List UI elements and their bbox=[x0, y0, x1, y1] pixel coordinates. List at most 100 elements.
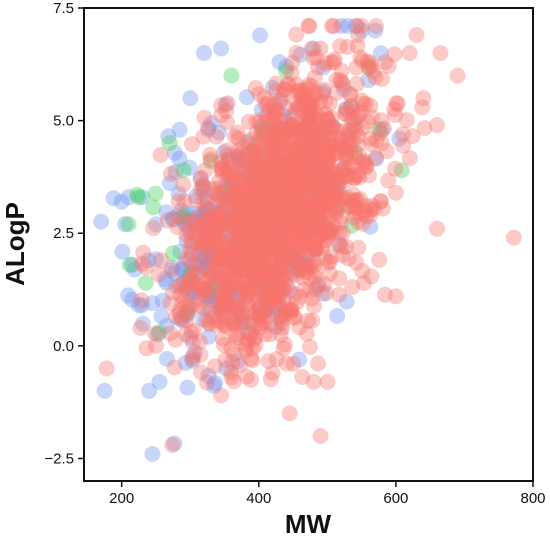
data-point bbox=[349, 192, 366, 209]
data-point bbox=[211, 250, 228, 267]
data-point bbox=[291, 245, 308, 262]
data-point bbox=[228, 291, 245, 308]
data-point bbox=[245, 151, 261, 168]
data-point bbox=[198, 214, 215, 231]
data-point bbox=[268, 237, 285, 254]
data-point bbox=[214, 202, 231, 219]
data-point bbox=[252, 192, 269, 209]
data-point bbox=[215, 183, 232, 200]
data-point bbox=[354, 119, 371, 136]
data-point bbox=[224, 175, 241, 192]
data-point bbox=[317, 250, 334, 267]
data-point bbox=[185, 284, 202, 301]
data-point bbox=[296, 156, 313, 173]
data-point bbox=[184, 334, 201, 351]
data-point bbox=[259, 286, 276, 303]
data-point bbox=[339, 189, 356, 206]
data-point bbox=[235, 160, 252, 177]
data-point bbox=[234, 159, 251, 176]
data-point bbox=[505, 229, 522, 246]
data-point bbox=[272, 241, 289, 258]
data-point bbox=[273, 198, 290, 215]
data-point bbox=[267, 152, 284, 169]
data-point bbox=[199, 374, 215, 391]
data-point bbox=[199, 236, 216, 253]
data-point bbox=[238, 335, 255, 352]
data-point bbox=[261, 239, 278, 256]
data-point bbox=[315, 83, 332, 100]
data-point bbox=[257, 167, 274, 184]
data-point bbox=[312, 40, 329, 57]
data-point bbox=[296, 94, 313, 111]
data-point bbox=[191, 333, 208, 350]
data-point bbox=[252, 298, 269, 315]
data-point bbox=[319, 190, 336, 207]
data-point bbox=[339, 18, 356, 34]
data-point bbox=[312, 428, 329, 444]
data-point bbox=[166, 264, 183, 281]
data-point bbox=[258, 173, 275, 190]
data-point bbox=[213, 153, 230, 170]
data-point bbox=[183, 324, 200, 340]
data-point bbox=[290, 100, 307, 117]
data-point bbox=[262, 294, 279, 310]
data-point bbox=[158, 318, 175, 334]
data-point bbox=[295, 230, 312, 247]
data-point bbox=[265, 122, 282, 139]
data-point bbox=[296, 198, 313, 215]
data-point bbox=[309, 216, 326, 233]
data-point bbox=[338, 106, 355, 123]
data-point bbox=[188, 210, 205, 227]
data-point bbox=[255, 206, 272, 223]
data-point bbox=[283, 192, 300, 209]
data-point bbox=[217, 351, 234, 368]
data-point bbox=[318, 172, 334, 189]
data-point bbox=[246, 317, 263, 334]
data-point bbox=[290, 197, 307, 214]
data-point bbox=[257, 231, 274, 248]
data-point bbox=[367, 69, 384, 86]
data-point bbox=[247, 266, 264, 283]
data-point bbox=[201, 247, 218, 264]
data-point bbox=[282, 185, 299, 202]
data-point bbox=[239, 283, 256, 300]
data-point bbox=[298, 257, 315, 274]
data-point bbox=[216, 188, 233, 205]
data-point bbox=[288, 207, 305, 224]
data-point bbox=[353, 18, 370, 34]
data-point bbox=[268, 170, 284, 187]
data-point bbox=[237, 220, 254, 237]
data-point bbox=[261, 232, 278, 249]
data-point bbox=[261, 179, 278, 196]
data-point bbox=[228, 326, 244, 343]
data-point bbox=[250, 287, 266, 304]
data-point bbox=[227, 306, 244, 323]
data-point bbox=[346, 166, 363, 183]
data-point bbox=[267, 242, 284, 259]
data-point bbox=[287, 216, 304, 233]
data-point bbox=[301, 149, 318, 165]
data-point bbox=[257, 96, 274, 113]
data-point bbox=[261, 165, 278, 182]
data-point bbox=[239, 219, 255, 236]
data-point bbox=[380, 172, 397, 189]
data-point bbox=[271, 162, 288, 179]
data-point bbox=[229, 124, 246, 141]
data-point bbox=[196, 280, 213, 297]
data-point bbox=[372, 193, 389, 209]
data-point bbox=[283, 301, 300, 318]
data-point bbox=[241, 258, 258, 275]
data-point bbox=[278, 63, 295, 80]
data-point bbox=[308, 195, 325, 212]
data-point bbox=[265, 170, 282, 187]
data-point bbox=[323, 186, 340, 203]
data-point bbox=[311, 226, 328, 243]
data-point bbox=[191, 264, 208, 281]
data-point bbox=[195, 217, 212, 234]
data-point bbox=[323, 248, 340, 265]
data-point bbox=[280, 178, 297, 195]
data-point bbox=[319, 141, 335, 158]
data-point bbox=[306, 200, 323, 217]
data-point bbox=[226, 240, 243, 257]
